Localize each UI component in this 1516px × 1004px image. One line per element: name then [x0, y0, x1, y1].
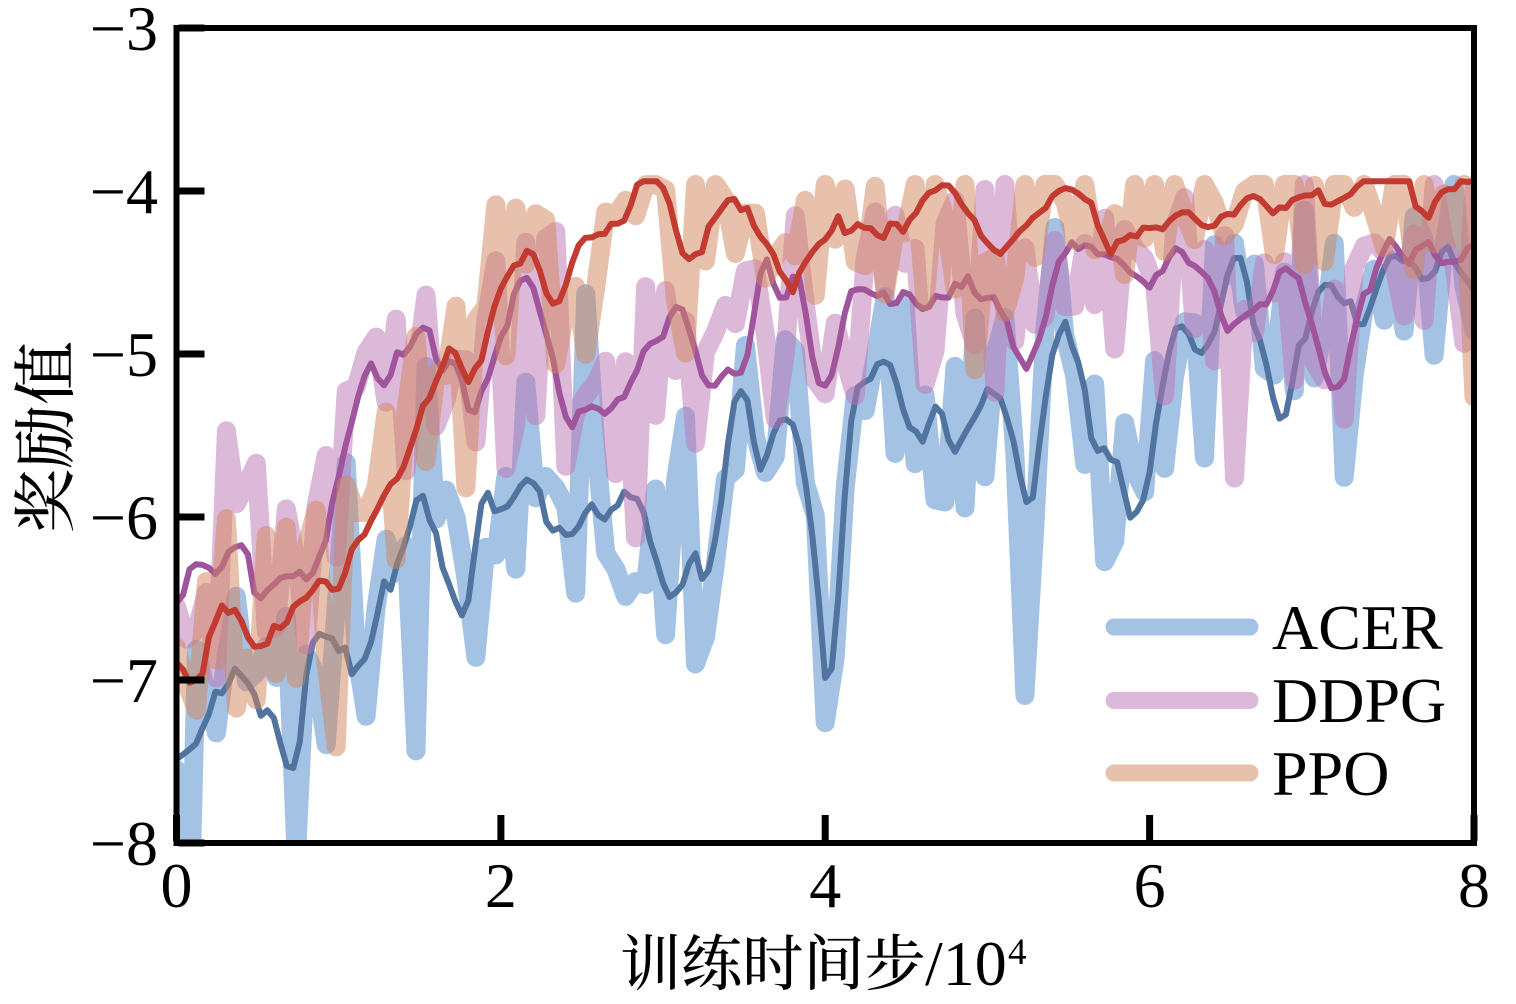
svg-text:PPO: PPO	[1272, 738, 1389, 809]
svg-text:DDPG: DDPG	[1272, 665, 1446, 736]
svg-text:−7: −7	[90, 645, 158, 716]
svg-text:−3: −3	[90, 0, 158, 64]
svg-text:−8: −8	[90, 808, 158, 879]
svg-text:−4: −4	[90, 156, 158, 227]
svg-text:−5: −5	[90, 319, 158, 390]
svg-text:6: 6	[1134, 850, 1166, 921]
svg-text:4: 4	[809, 850, 841, 921]
svg-text:/10: /10	[925, 928, 1007, 999]
svg-text:2: 2	[485, 850, 517, 921]
svg-text:ACER: ACER	[1272, 592, 1443, 663]
svg-text:−6: −6	[90, 482, 158, 553]
svg-text:8: 8	[1458, 850, 1490, 921]
svg-text:4: 4	[1008, 932, 1027, 973]
svg-text:0: 0	[161, 850, 193, 921]
